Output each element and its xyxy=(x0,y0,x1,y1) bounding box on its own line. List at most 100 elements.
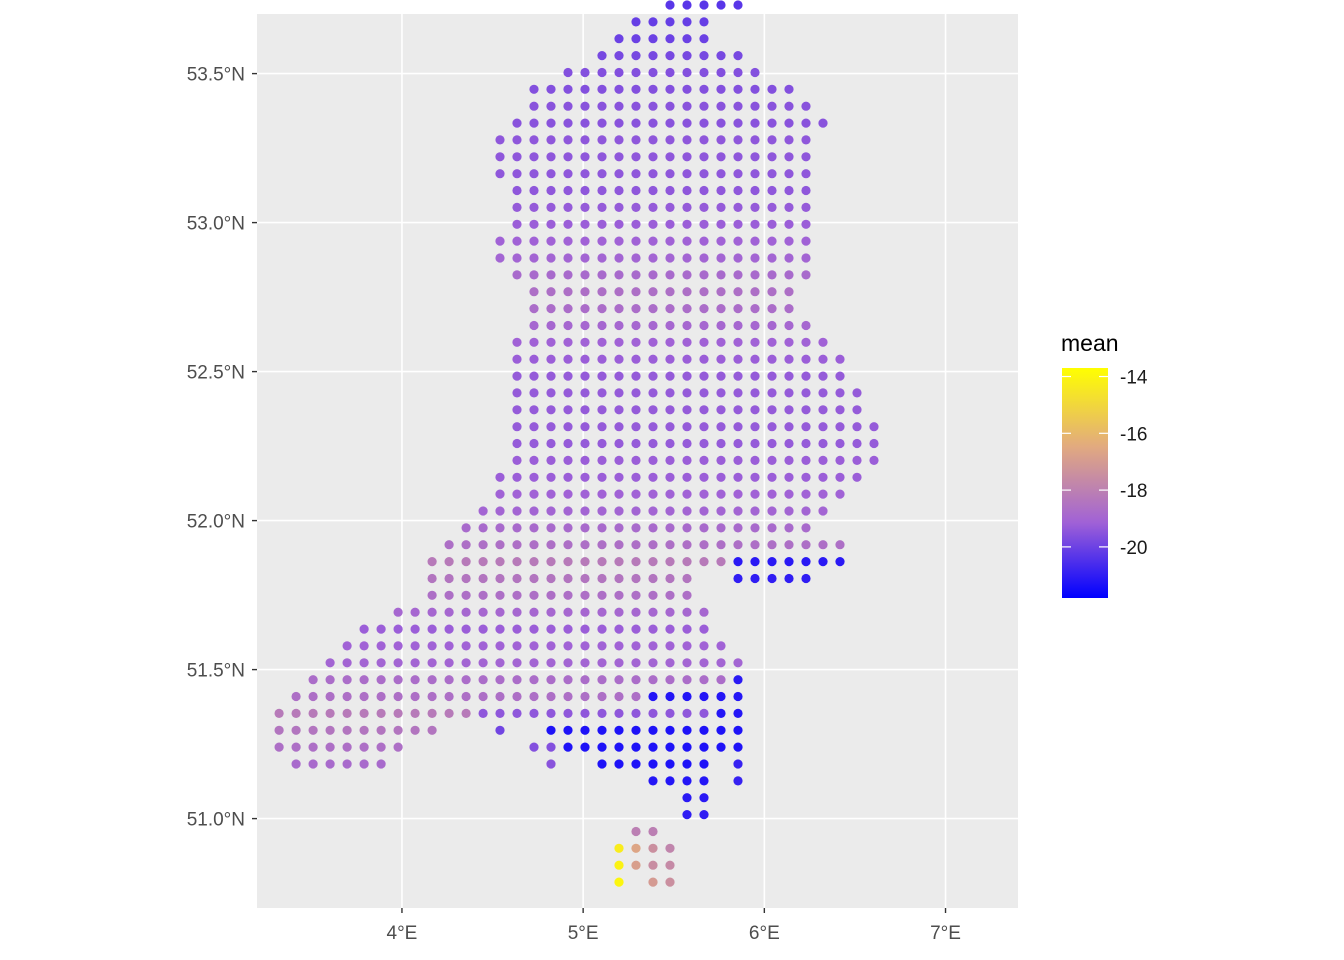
data-point xyxy=(665,843,675,853)
data-point xyxy=(716,202,726,212)
data-point xyxy=(682,118,692,128)
data-point xyxy=(682,219,692,229)
data-point xyxy=(631,590,641,600)
data-point xyxy=(546,304,556,314)
data-point xyxy=(818,337,828,347)
data-point xyxy=(631,405,641,415)
data-point xyxy=(767,405,777,415)
data-point xyxy=(546,320,556,331)
data-point xyxy=(665,287,675,297)
data-point xyxy=(648,455,658,465)
data-point xyxy=(801,557,811,567)
data-point xyxy=(495,725,505,735)
data-point xyxy=(546,455,556,465)
data-point xyxy=(665,202,675,212)
data-point xyxy=(376,725,386,735)
data-point xyxy=(682,708,692,719)
data-point xyxy=(529,354,539,364)
data-point xyxy=(376,675,386,685)
x-tick-label: 5°E xyxy=(568,923,599,944)
data-point xyxy=(478,573,488,584)
data-point xyxy=(835,438,845,449)
data-point xyxy=(699,84,709,94)
x-tick-label: 7°E xyxy=(930,923,961,944)
data-point xyxy=(699,506,709,516)
data-point xyxy=(699,523,709,533)
data-point xyxy=(801,354,811,364)
data-point xyxy=(631,84,641,94)
data-point xyxy=(529,607,539,617)
data-point xyxy=(648,337,658,347)
data-point xyxy=(631,287,641,297)
data-point xyxy=(410,691,420,702)
data-point xyxy=(359,691,369,702)
data-point xyxy=(529,135,539,145)
data-point xyxy=(852,472,862,482)
data-point xyxy=(682,270,692,280)
data-point xyxy=(546,523,556,533)
data-point xyxy=(563,185,573,196)
data-point xyxy=(512,236,522,246)
data-point xyxy=(682,573,692,584)
data-point xyxy=(597,540,607,550)
data-point xyxy=(648,826,658,837)
data-point xyxy=(648,287,658,297)
data-point xyxy=(563,118,573,128)
data-point xyxy=(342,691,352,702)
data-point xyxy=(750,371,760,381)
data-point xyxy=(444,573,454,584)
data-point xyxy=(665,557,675,567)
data-point xyxy=(750,185,760,196)
data-point xyxy=(631,219,641,229)
data-point xyxy=(342,725,352,735)
data-point xyxy=(750,320,760,331)
data-point xyxy=(597,573,607,584)
y-axis: 51.0°N 51.5°N 52.0°N 52.5°N 53.0°N 53.5°N xyxy=(187,65,257,831)
data-point xyxy=(512,270,522,280)
data-point xyxy=(801,101,811,111)
data-point xyxy=(801,455,811,465)
data-point xyxy=(801,202,811,212)
data-point xyxy=(580,320,590,331)
data-point xyxy=(342,641,352,651)
data-point xyxy=(750,270,760,280)
data-point xyxy=(733,658,743,668)
data-point xyxy=(359,675,369,685)
data-point xyxy=(750,253,760,263)
data-point xyxy=(682,557,692,567)
data-point xyxy=(665,118,675,128)
data-point xyxy=(784,320,794,331)
data-point xyxy=(546,169,556,179)
data-point xyxy=(529,287,539,297)
data-point xyxy=(716,641,726,651)
data-point xyxy=(767,270,777,280)
data-point xyxy=(529,253,539,263)
data-point xyxy=(750,67,760,78)
data-point xyxy=(563,489,573,499)
data-point xyxy=(393,725,403,735)
data-point xyxy=(597,287,607,297)
data-point xyxy=(682,590,692,600)
data-point xyxy=(597,691,607,702)
data-point xyxy=(359,725,369,735)
data-point xyxy=(546,270,556,280)
data-point xyxy=(750,557,760,567)
data-point xyxy=(614,624,624,634)
data-point xyxy=(665,455,675,465)
data-point xyxy=(767,236,777,246)
data-point xyxy=(801,219,811,229)
data-point xyxy=(529,169,539,179)
data-point xyxy=(682,354,692,364)
data-point xyxy=(648,388,658,398)
data-point xyxy=(546,607,556,617)
data-point xyxy=(631,708,641,719)
data-point xyxy=(665,759,675,769)
data-point xyxy=(716,658,726,668)
data-point xyxy=(648,270,658,280)
data-point xyxy=(563,506,573,516)
data-point xyxy=(733,337,743,347)
data-point xyxy=(648,776,658,786)
data-point xyxy=(393,658,403,668)
data-point xyxy=(631,51,641,61)
data-point xyxy=(546,287,556,297)
